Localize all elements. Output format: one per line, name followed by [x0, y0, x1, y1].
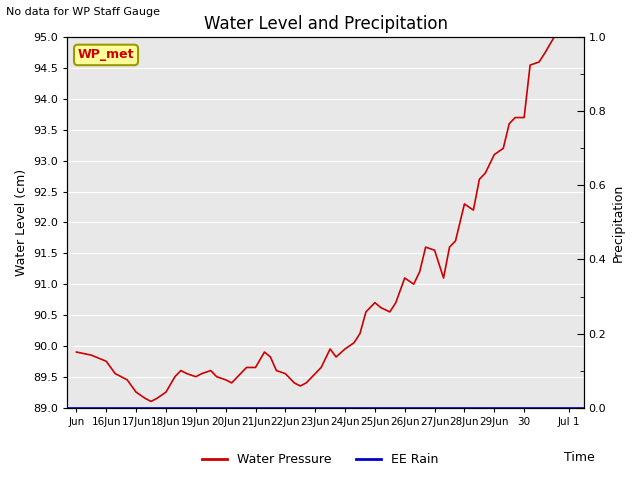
Text: Time: Time: [564, 451, 595, 464]
Y-axis label: Precipitation: Precipitation: [612, 183, 625, 262]
Legend: Water Pressure, EE Rain: Water Pressure, EE Rain: [196, 448, 444, 471]
Text: No data for WP Staff Gauge: No data for WP Staff Gauge: [6, 7, 161, 17]
Title: Water Level and Precipitation: Water Level and Precipitation: [204, 15, 447, 33]
Y-axis label: Water Level (cm): Water Level (cm): [15, 169, 28, 276]
Text: WP_met: WP_met: [78, 48, 134, 61]
